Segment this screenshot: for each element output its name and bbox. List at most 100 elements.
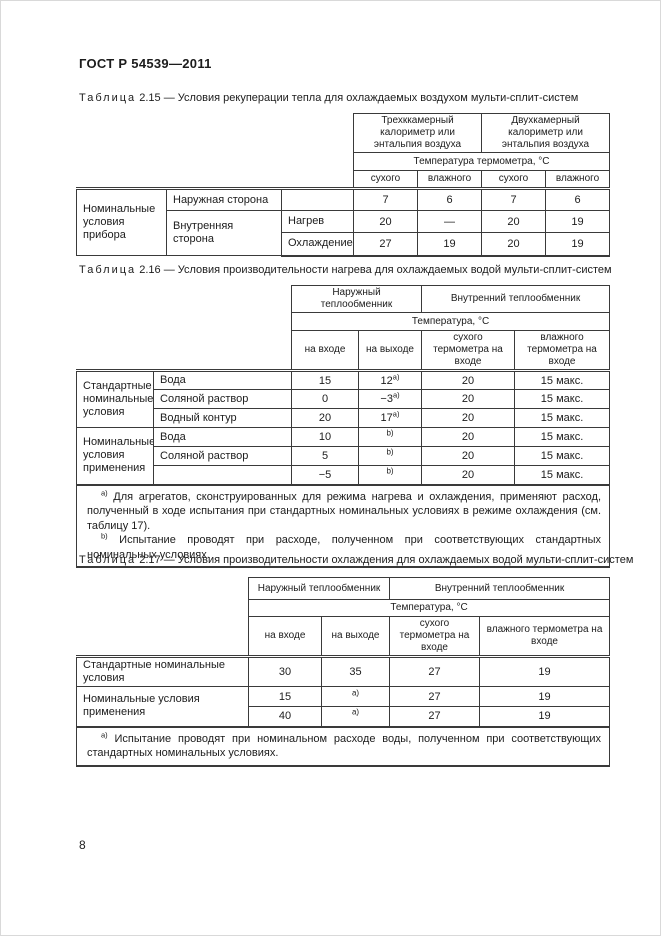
header-dry-bulb-inlet: сухого термометра на входе [389,616,481,657]
table-row: Соляной раствор 0 −3а) 20 15 макс. [77,389,611,409]
header-temperature: Температура, °С [247,599,611,617]
footnote-marker: а) [101,729,108,739]
header-inlet: на входе [248,616,322,657]
cell-value: 20 [353,210,419,233]
cell-outlet: b) [357,427,423,447]
table-row: Охлаждение 27 19 20 19 [77,232,611,257]
row-label-application: Номинальные условия применения [76,686,249,727]
table-2-17-caption: Таблица 2.17 — Условия производительност… [79,553,633,567]
cell-value: 6 [417,187,483,211]
cell-outlet: b) [357,465,423,485]
cell-dry: 27 [389,706,481,727]
header-inlet: на входе [291,330,359,371]
cell-side: Наружная сторона [166,187,282,211]
cell-medium [153,465,292,485]
cell-value: 7 [481,187,547,211]
cell-inlet: 15 [291,369,359,390]
cell-dry: 20 [421,465,516,485]
cell-medium: Водный контур [153,408,292,428]
header-gap [77,171,354,189]
footnote-marker: b) [386,466,394,476]
row-label-standard: Стандартные номинальные условия [76,655,249,687]
header-calorimeter-3ch: Трехккамерный калориметр или энтальпия в… [353,113,483,153]
cell-inlet: 40 [248,706,322,727]
cell-outlet: 12а) [357,369,423,390]
cell-outlet: 17а) [357,408,423,428]
footnote-a: а) Для агрегатов, сконструированных для … [87,487,602,532]
header-gap [77,313,292,331]
cell-value: 19 [417,232,483,257]
table-footnotes: а) Испытание проводят при номинальном ра… [75,725,611,767]
caption-word: Таблица [79,92,137,104]
cell-medium: Соляной раствор [153,389,292,409]
table-row: Соляной раствор 5 b) 20 15 макс. [77,446,611,466]
header-dry-bulb-inlet: сухого термометра на входе [421,330,516,371]
table-2-16: Наружный теплообменник Внутренний теплоо… [75,285,611,568]
footnote-marker: а) [392,371,400,381]
cell-wet: 15 макс. [514,369,611,390]
cell-medium: Соляной раствор [153,446,292,466]
cell-dry: 20 [421,427,516,447]
header-gap [77,286,292,313]
caption-number: 2.17 [139,554,161,566]
cell-mode [280,187,355,211]
cell-outlet: −3а) [357,389,423,409]
cell-wet: 19 [479,706,611,727]
cell-mode: Охлаждение [280,232,355,257]
cell-dry: 20 [421,369,516,390]
cell-mode: Нагрев [280,210,355,233]
cell-outlet: 35 [320,655,391,687]
cell-dry: 27 [389,686,481,707]
cell-wet: 19 [479,686,611,707]
cell-outlet: а) [320,706,391,727]
caption-text: — Условия производительности охлаждения … [163,554,634,566]
table-row: Стандартные номинальные условия Вода 15 … [76,369,611,428]
header-wet-bulb: влажного [545,170,611,189]
cell-inlet: 10 [291,427,359,447]
header-calorimeter-2ch: Двухкамерный калориметр или энтальпия во… [481,113,611,153]
cell-wet: 15 макс. [514,408,611,428]
header-outlet: на выходе [320,616,391,657]
footnote-b: b) Испытание проводят при расходе, получ… [87,531,602,561]
table-row: Водный контур 20 17а) 20 15 макс. [77,408,611,428]
page-number: 8 [79,838,86,852]
table-row: Номинальные условия применения Вода 10 b… [76,427,611,485]
cell-wet: 15 макс. [514,465,611,485]
footnote-marker: b) [386,428,394,438]
table-row: −5 b) 20 15 макс. [77,465,611,485]
cell-inlet: −5 [291,465,359,485]
row-group-standard: Стандартные номинальные условия [76,369,154,428]
cell-medium: Вода [153,369,292,390]
cell-outlet: b) [357,446,423,466]
header-gap [77,153,354,171]
footnote-a: а) Испытание проводят при номинальном ра… [87,729,602,759]
cell-medium: Вода [153,427,292,447]
caption-word: Таблица [79,264,137,276]
table-row: Внутренняя сторона Нагрев 20 — 20 19 [77,210,611,256]
cell-dry: 20 [421,389,516,409]
header-outlet: на выходе [357,330,423,371]
footnote-marker: b) [386,447,394,457]
header-gap [77,578,249,600]
table-row: Номинальные условия применения 15 а) 27 … [76,686,611,727]
footnote-marker: а) [392,390,400,400]
cell-wet: 15 макс. [514,427,611,447]
cell-inlet: 15 [248,686,322,707]
footnote-marker: а) [351,707,360,717]
cell-value: 7 [353,187,419,211]
cell-value: 20 [481,232,547,257]
doc-code: ГОСТ Р 54539—2011 [79,56,212,71]
table-row: Стандартные номинальные условия 30 35 27… [76,655,611,687]
cell-inlet: 0 [291,389,359,409]
cell-value: 20 [481,210,547,233]
header-wet-bulb-inlet: влажного термометра на входе [514,330,611,371]
header-wet-bulb: влажного [417,170,483,189]
header-outdoor-exchanger: Наружный теплообменник [247,577,391,600]
header-gap [77,617,249,657]
cell-wet: 15 макс. [514,446,611,466]
table-2-15-caption: Таблица 2.15 — Условия рекуперации тепла… [79,91,578,105]
cell-wet: 19 [479,655,611,687]
header-gap [77,331,292,371]
header-gap [77,114,354,153]
footnote-marker: а) [351,687,360,697]
